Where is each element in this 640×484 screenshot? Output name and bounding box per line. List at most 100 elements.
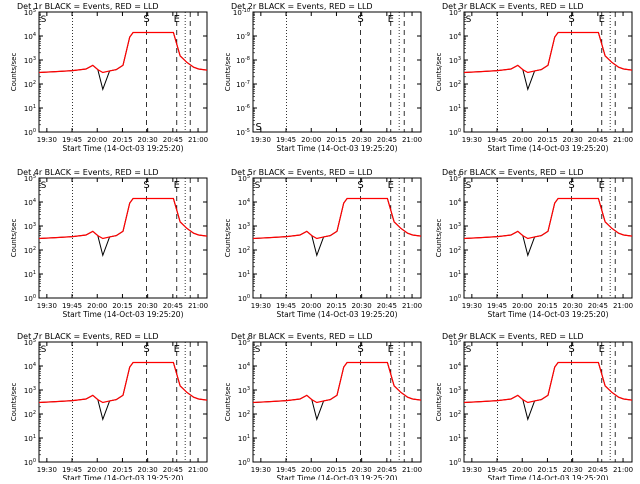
x-tick-label: 20:45 bbox=[377, 466, 397, 474]
y-axis-label: Counts/sec bbox=[435, 53, 443, 92]
y-tick-label: 101 bbox=[24, 270, 36, 279]
y-axis-label: Counts/sec bbox=[435, 219, 443, 258]
events-series-line bbox=[252, 362, 422, 421]
x-tick-label: 20:45 bbox=[588, 466, 608, 474]
y-tick-label: 10-6 bbox=[236, 104, 250, 113]
x-tick-label: 20:30 bbox=[563, 466, 583, 474]
events-series-line bbox=[463, 198, 633, 257]
x-tick-label: 20:30 bbox=[563, 136, 583, 144]
panel-title: Det 6r BLACK = Events, RED = LLD bbox=[442, 168, 584, 177]
y-tick-label: 100 bbox=[449, 458, 461, 467]
x-tick-label: 19:45 bbox=[276, 466, 296, 474]
events-series-line bbox=[38, 198, 208, 257]
start-marker-corner: S bbox=[41, 15, 47, 25]
panel-title: Det 2r BLACK = Events, RED = LLD bbox=[231, 2, 373, 11]
x-tick-label: 20:30 bbox=[138, 136, 158, 144]
x-tick-label: 20:00 bbox=[87, 302, 107, 310]
x-tick-label: 20:30 bbox=[352, 466, 372, 474]
y-tick-label: 105 bbox=[449, 8, 461, 17]
end-marker: E bbox=[388, 180, 394, 191]
x-tick-label: 21:00 bbox=[402, 466, 422, 474]
y-tick-label: 10-5 bbox=[236, 128, 250, 137]
y-tick-label: 102 bbox=[238, 246, 250, 255]
start-marker: S bbox=[357, 344, 363, 355]
x-tick-label: 20:00 bbox=[87, 136, 107, 144]
x-tick-label: 19:45 bbox=[487, 302, 507, 310]
y-tick-label: 101 bbox=[449, 104, 461, 113]
y-tick-label: 102 bbox=[238, 410, 250, 419]
panel-title: Det 7r BLACK = Events, RED = LLD bbox=[17, 332, 159, 341]
y-tick-label: 103 bbox=[238, 222, 250, 231]
x-tick-label: 19:45 bbox=[62, 302, 82, 310]
x-tick-label: 19:45 bbox=[62, 466, 82, 474]
y-axis-label: Counts/sec bbox=[10, 53, 18, 92]
y-axis-label: Counts/sec bbox=[224, 383, 232, 422]
x-tick-label: 21:00 bbox=[613, 466, 633, 474]
x-tick-label: 19:45 bbox=[487, 466, 507, 474]
panel-title: Det 8r BLACK = Events, RED = LLD bbox=[231, 332, 373, 341]
end-marker: E bbox=[174, 14, 180, 25]
events-series-line bbox=[463, 362, 633, 421]
start-marker-corner: S bbox=[255, 181, 261, 191]
y-tick-label: 10-7 bbox=[236, 80, 250, 89]
panel-title: Det 3r BLACK = Events, RED = LLD bbox=[442, 2, 584, 11]
panel-title: Det 5r BLACK = Events, RED = LLD bbox=[231, 168, 373, 177]
y-tick-label: 102 bbox=[24, 80, 36, 89]
y-axis-label: Counts/sec bbox=[10, 383, 18, 422]
panel-1: Det 1r BLACK = Events, RED = LLD 100 101 10… bbox=[10, 2, 208, 153]
x-tick-label: 20:45 bbox=[588, 136, 608, 144]
y-tick-label: 100 bbox=[449, 128, 461, 137]
x-tick-label: 20:15 bbox=[537, 466, 557, 474]
y-tick-label: 103 bbox=[24, 222, 36, 231]
panel-title: Det 4r BLACK = Events, RED = LLD bbox=[17, 168, 159, 177]
y-axis-label: Counts/sec bbox=[435, 383, 443, 422]
start-marker-corner: S bbox=[466, 15, 472, 25]
y-tick-label: 105 bbox=[238, 174, 250, 183]
y-tick-label: 104 bbox=[449, 198, 461, 207]
x-tick-label: 20:00 bbox=[301, 466, 321, 474]
y-tick-label: 100 bbox=[238, 458, 250, 467]
x-tick-label: 21:00 bbox=[613, 136, 633, 144]
x-axis-label: Start Time (14-Oct-03 19:25:20) bbox=[276, 144, 397, 153]
x-tick-label: 21:00 bbox=[613, 302, 633, 310]
x-axis-label: Start Time (14-Oct-03 19:25:20) bbox=[487, 144, 608, 153]
x-tick-label: 19:30 bbox=[37, 466, 57, 474]
x-tick-label: 19:30 bbox=[462, 302, 482, 310]
plot-frame bbox=[38, 11, 208, 133]
y-tick-label: 10-9 bbox=[236, 32, 250, 41]
events-series-line bbox=[463, 32, 633, 91]
x-tick-label: 19:30 bbox=[251, 136, 271, 144]
y-tick-label: 100 bbox=[449, 294, 461, 303]
y-tick-label: 100 bbox=[24, 294, 36, 303]
x-tick-label: 19:30 bbox=[37, 136, 57, 144]
x-tick-label: 20:15 bbox=[112, 302, 132, 310]
y-tick-label: 105 bbox=[449, 174, 461, 183]
y-tick-label: 10-8 bbox=[236, 56, 250, 65]
y-tick-label: 101 bbox=[238, 434, 250, 443]
x-tick-label: 21:00 bbox=[188, 302, 208, 310]
y-tick-label: 10-10 bbox=[233, 8, 250, 17]
x-tick-label: 20:30 bbox=[563, 302, 583, 310]
y-tick-label: 104 bbox=[449, 32, 461, 41]
x-axis-label: Start Time (14-Oct-03 19:25:20) bbox=[62, 474, 183, 480]
x-tick-label: 20:00 bbox=[87, 466, 107, 474]
x-tick-label: 20:45 bbox=[163, 136, 183, 144]
lld-series-line bbox=[38, 197, 208, 240]
y-tick-label: 104 bbox=[24, 32, 36, 41]
end-marker: E bbox=[599, 344, 605, 355]
panel-6: Det 6r BLACK = Events, RED = LLD 100 101 10… bbox=[435, 168, 633, 319]
x-tick-label: 21:00 bbox=[402, 136, 422, 144]
x-tick-label: 20:45 bbox=[163, 302, 183, 310]
x-tick-label: 19:30 bbox=[251, 302, 271, 310]
x-tick-label: 20:15 bbox=[326, 466, 346, 474]
y-tick-label: 102 bbox=[449, 80, 461, 89]
x-tick-label: 19:30 bbox=[462, 466, 482, 474]
x-tick-label: 20:45 bbox=[377, 136, 397, 144]
lld-series-line bbox=[252, 361, 422, 404]
start-marker: S bbox=[357, 14, 363, 25]
y-tick-label: 100 bbox=[24, 458, 36, 467]
y-tick-label: 102 bbox=[24, 246, 36, 255]
x-tick-label: 20:45 bbox=[163, 466, 183, 474]
